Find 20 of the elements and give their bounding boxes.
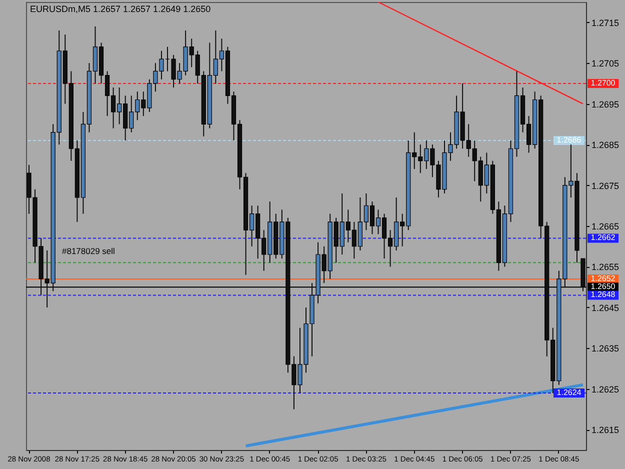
y-tick-label: 1.2615 bbox=[592, 425, 620, 436]
ref-line-label: 1.2686 bbox=[556, 135, 582, 144]
ref-line-label: 1.2648 bbox=[590, 290, 616, 300]
y-tick-label: 1.2715 bbox=[592, 18, 620, 28]
y-tick-label: 1.2675 bbox=[592, 180, 620, 191]
ref-line-label: 1.2652 bbox=[590, 274, 616, 283]
ref-line-label: 1.2624 bbox=[556, 388, 582, 397]
y-tick-label: 1.2665 bbox=[592, 222, 620, 232]
y-tick-label: 1.2685 bbox=[592, 140, 620, 150]
y-tick-label: 1.2645 bbox=[592, 302, 620, 313]
y-tick-label: 1.2625 bbox=[592, 384, 620, 394]
y-tick-label: 1.2695 bbox=[592, 99, 620, 110]
y-tick-label: 1.2655 bbox=[592, 262, 620, 272]
ref-line-label: 1.2662 bbox=[590, 233, 616, 242]
y-tick-label: 1.2635 bbox=[592, 344, 620, 354]
ref-line-label: 1.2650 bbox=[590, 282, 616, 292]
annotation: #8178029 sell bbox=[62, 246, 116, 256]
chart-title: EURUSDm,M5 1.2657 1.2657 1.2649 1.2650 bbox=[30, 4, 211, 14]
ref-line-label: 1.2700 bbox=[590, 78, 616, 88]
y-tick-label: 1.2705 bbox=[592, 58, 620, 69]
